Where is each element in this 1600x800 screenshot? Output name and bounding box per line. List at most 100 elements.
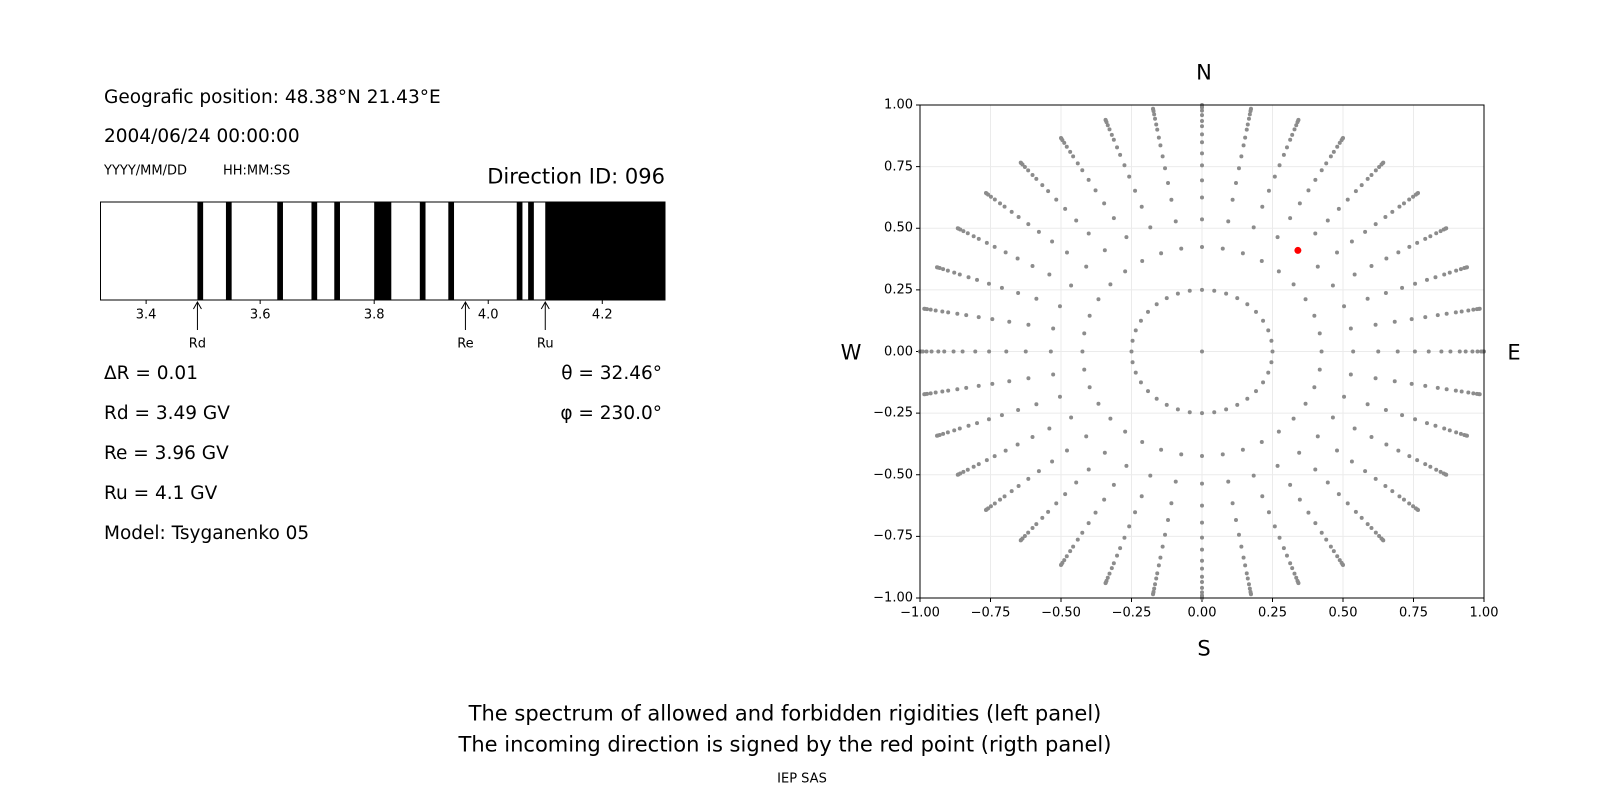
- grid-point: [1154, 396, 1159, 401]
- forbidden-band: [528, 202, 534, 300]
- grid-point: [1341, 136, 1345, 141]
- grid-point: [1016, 484, 1021, 489]
- grid-point: [1390, 209, 1395, 214]
- grid-point: [1245, 302, 1250, 307]
- grid-point: [1251, 225, 1256, 230]
- grid-point: [1087, 385, 1092, 390]
- grid-point: [1096, 401, 1101, 406]
- grid-point: [1179, 452, 1184, 457]
- grid-point: [1335, 448, 1340, 453]
- grid-point: [955, 311, 960, 316]
- grid-point: [1444, 387, 1449, 392]
- forbidden-band: [225, 202, 232, 300]
- grid-point: [1426, 349, 1431, 354]
- grid-point: [1373, 322, 1378, 327]
- grid-point: [1259, 440, 1264, 445]
- grid-point: [945, 268, 950, 273]
- grid-point: [1365, 522, 1370, 527]
- grid-point: [933, 390, 938, 395]
- datetime: 2004/06/24 00:00:00: [104, 125, 300, 147]
- grid-point: [1412, 349, 1417, 354]
- grid-point: [924, 349, 929, 354]
- grid-point: [1130, 360, 1135, 365]
- grid-point: [1169, 197, 1174, 202]
- grid-point: [1200, 119, 1204, 124]
- grid-point: [964, 313, 969, 318]
- direction-id: Direction ID: 096: [487, 164, 665, 189]
- grid-point: [986, 417, 991, 422]
- grid-point: [952, 270, 957, 275]
- y-tick-label: 0.50: [884, 220, 913, 236]
- grid-point: [1363, 469, 1368, 474]
- grid-point: [1477, 392, 1482, 397]
- date-format-label: YYYY/MM/DD: [104, 163, 187, 179]
- grid-point: [1317, 331, 1322, 336]
- grid-point: [1226, 479, 1231, 484]
- south-label: S: [1197, 636, 1211, 661]
- grid-point: [983, 507, 988, 512]
- grid-point: [1413, 281, 1418, 286]
- grid-point: [1103, 117, 1108, 122]
- grid-point: [1423, 383, 1428, 388]
- x-tick-label: 0.00: [1187, 605, 1217, 621]
- grid-point: [1442, 426, 1447, 431]
- grid-point: [1246, 582, 1251, 587]
- grid-point: [1247, 112, 1252, 117]
- grid-point: [1243, 135, 1248, 140]
- grid-point: [1220, 246, 1225, 251]
- grid-point: [1086, 177, 1091, 182]
- grid-point: [1124, 463, 1129, 468]
- grid-point: [1102, 497, 1107, 502]
- grid-point: [1463, 349, 1468, 354]
- grid-point: [1003, 448, 1008, 453]
- grid-point: [1003, 250, 1008, 255]
- grid-point: [1054, 197, 1059, 202]
- grid-point: [1212, 410, 1217, 415]
- grid-point: [999, 413, 1004, 418]
- grid-point: [1292, 127, 1297, 132]
- grid-point: [1015, 256, 1020, 261]
- grid-point: [1352, 272, 1357, 277]
- grid-point: [998, 201, 1003, 206]
- grid-point: [1155, 571, 1160, 576]
- grid-point: [1401, 201, 1406, 206]
- grid-point: [1026, 476, 1031, 481]
- grid-point: [1291, 416, 1296, 421]
- grid-point: [1159, 447, 1164, 452]
- grid-point: [1281, 546, 1286, 551]
- grid-point: [1051, 326, 1056, 331]
- grid-point: [1148, 473, 1153, 478]
- grid-point: [1034, 176, 1039, 181]
- grid-point: [1233, 181, 1238, 186]
- grid-point: [1140, 258, 1145, 263]
- grid-point: [1226, 219, 1231, 224]
- grid-point: [1415, 240, 1420, 245]
- east-label: E: [1507, 340, 1521, 365]
- grid-point: [1335, 250, 1340, 255]
- grid-point: [1103, 581, 1108, 586]
- grid-point: [1030, 435, 1035, 440]
- grid-point: [1050, 239, 1055, 244]
- grid-point: [1200, 195, 1204, 200]
- grid-point: [1107, 127, 1112, 132]
- grid-point: [1471, 307, 1476, 312]
- grid-point: [1313, 521, 1318, 526]
- grid-point: [1200, 585, 1204, 590]
- grid-point: [1328, 544, 1333, 549]
- grid-point: [1466, 308, 1471, 313]
- grid-point: [1159, 251, 1164, 256]
- grid-point: [1175, 407, 1180, 412]
- grid-point: [1129, 349, 1134, 354]
- grid-point: [1353, 189, 1358, 194]
- grid-point: [1166, 181, 1171, 186]
- grid-point: [1317, 367, 1322, 372]
- grid-point: [1200, 108, 1204, 113]
- grid-point: [1330, 415, 1335, 420]
- grid-point: [1325, 480, 1330, 485]
- grid-point: [1064, 250, 1069, 255]
- grid-point: [1277, 163, 1282, 168]
- grid-point: [1409, 381, 1414, 386]
- grid-point: [1200, 574, 1204, 579]
- grid-point: [1471, 391, 1476, 396]
